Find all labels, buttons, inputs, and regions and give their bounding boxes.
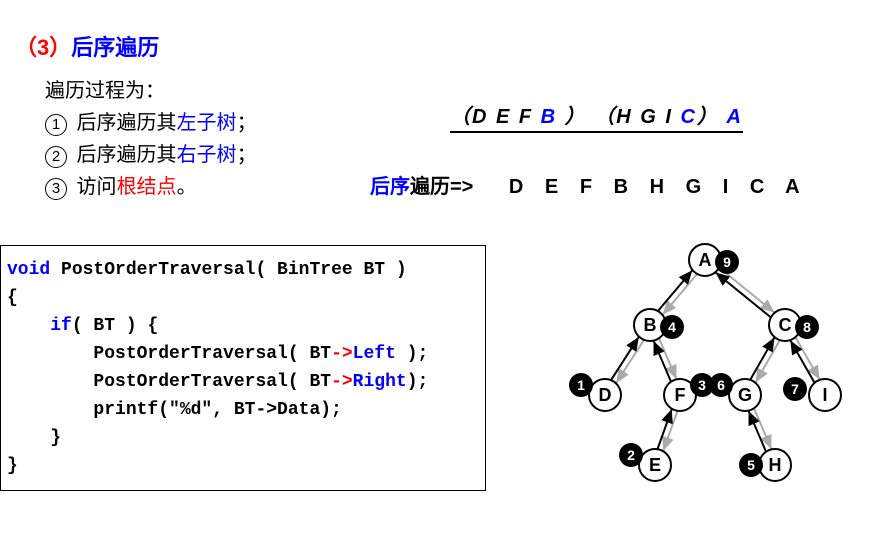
circled-2: 2: [45, 146, 67, 168]
result-sequence: D E F B H G I C A: [509, 176, 808, 198]
circled-1: 1: [45, 114, 67, 136]
svg-text:1: 1: [577, 377, 585, 393]
svg-text:6: 6: [717, 377, 725, 393]
code-block: void PostOrderTraversal( BinTree BT ) { …: [0, 245, 486, 491]
svg-text:G: G: [738, 385, 752, 405]
svg-text:H: H: [769, 455, 782, 475]
circled-3: 3: [45, 178, 67, 200]
step-1: 1 后序遍历其左子树；: [45, 107, 257, 139]
svg-text:F: F: [675, 385, 686, 405]
steps-block: 遍历过程为： 1 后序遍历其左子树； 2 后序遍历其右子树； 3 访问根结点。: [45, 75, 257, 203]
title-text: 后序遍历: [71, 35, 159, 60]
svg-text:9: 9: [723, 254, 731, 270]
step-2: 2 后序遍历其右子树；: [45, 139, 257, 171]
svg-text:3: 3: [698, 377, 706, 393]
svg-text:D: D: [599, 385, 612, 405]
right-subtree: 右子树: [177, 144, 237, 166]
svg-text:A: A: [699, 250, 712, 270]
root-node-text: 根结点: [117, 176, 177, 198]
svg-text:I: I: [822, 385, 827, 405]
step-3: 3 访问根结点。: [45, 171, 257, 203]
svg-text:2: 2: [627, 447, 635, 463]
left-subtree: 左子树: [177, 112, 237, 134]
svg-text:8: 8: [803, 319, 811, 335]
tree-diagram: A B C D F G I E H 1 2 3 4 5 6 7 8 9: [555, 230, 875, 540]
sequence-grouped: （D E F B ） （H G I C） A: [450, 100, 743, 133]
result-label-blue: 后序: [370, 176, 410, 198]
svg-text:7: 7: [791, 381, 799, 397]
svg-text:C: C: [779, 315, 792, 335]
section-title: （3）后序遍历: [15, 30, 159, 62]
title-paren: （3）: [15, 35, 71, 60]
svg-text:4: 4: [668, 319, 676, 335]
svg-text:5: 5: [747, 457, 755, 473]
svg-text:B: B: [644, 315, 657, 335]
steps-intro: 遍历过程为：: [45, 75, 257, 107]
svg-text:E: E: [649, 455, 661, 475]
result-line: 后序遍历=> D E F B H G I C A: [370, 170, 808, 199]
